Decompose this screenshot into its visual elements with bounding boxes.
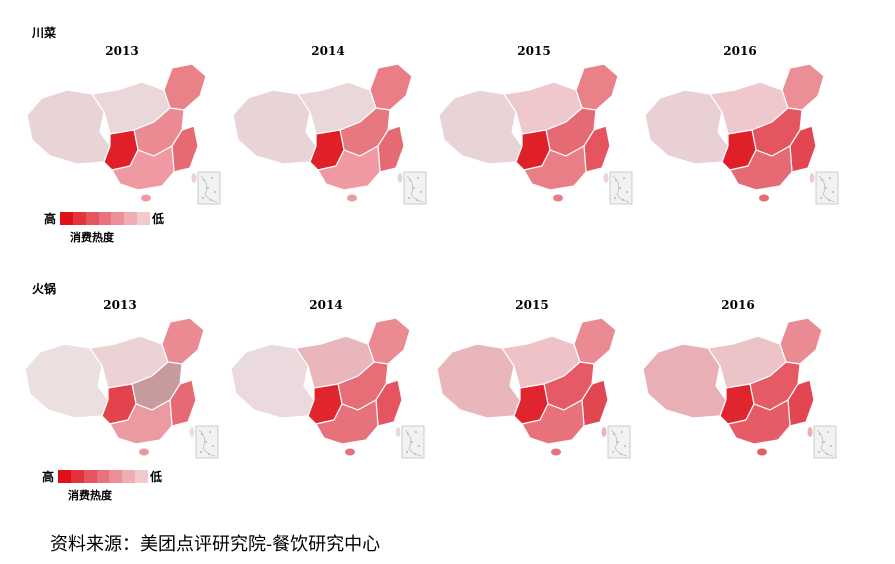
south-china-sea-inset (609, 171, 633, 205)
china-map (436, 317, 631, 459)
south-china-sea-inset (403, 171, 427, 205)
region-hainan (757, 448, 767, 456)
year-label: 2013 (105, 44, 139, 58)
region-hainan (139, 448, 149, 456)
legend-swatch (124, 212, 138, 225)
year-label: 2016 (723, 44, 757, 58)
china-map (642, 317, 837, 459)
legend-low-label: 低 (152, 212, 165, 226)
legend-swatch (111, 212, 125, 225)
section-title: 火锅 (32, 282, 57, 296)
region-taiwan (395, 427, 401, 437)
china-map (26, 63, 221, 205)
region-northeast (781, 63, 825, 111)
south-china-sea-inset (401, 425, 425, 459)
region-west (436, 343, 521, 419)
region-northeast (163, 63, 207, 111)
south-china-sea-inset (607, 425, 631, 459)
legend-swatch (109, 470, 123, 483)
china-map (230, 317, 425, 459)
region-northeast (573, 317, 617, 365)
region-hainan (345, 448, 355, 456)
region-taiwan (809, 173, 815, 183)
year-label: 2016 (721, 298, 755, 312)
region-south (727, 399, 791, 445)
region-taiwan (807, 427, 813, 437)
region-taiwan (603, 173, 609, 183)
region-northeast (367, 317, 411, 365)
region-south (109, 399, 173, 445)
south-china-sea-inset (195, 425, 219, 459)
legend-swatch (137, 212, 151, 225)
region-taiwan (189, 427, 195, 437)
region-south (523, 145, 587, 191)
legend-swatch (96, 470, 110, 483)
legend-swatch (135, 470, 149, 483)
year-label: 2015 (515, 298, 549, 312)
legend-swatch (58, 470, 71, 483)
south-china-sea-inset (815, 171, 839, 205)
china-map (24, 317, 219, 459)
region-south (521, 399, 585, 445)
map-panel: 2014 (228, 44, 428, 214)
region-northeast (779, 317, 823, 365)
legend-swatch (122, 470, 136, 483)
south-china-sea-inset (813, 425, 837, 459)
region-taiwan (397, 173, 403, 183)
year-label: 2013 (103, 298, 137, 312)
china-map (644, 63, 839, 205)
region-west (642, 343, 727, 419)
region-south (317, 145, 381, 191)
map-panel: 2013 (22, 44, 222, 214)
region-hainan (759, 194, 769, 202)
legend-color-scale (58, 470, 149, 483)
china-map (232, 63, 427, 205)
map-panel: 2015 (432, 298, 632, 468)
legend-low-label: 低 (150, 470, 163, 484)
region-taiwan (601, 427, 607, 437)
source-note: 资料来源：美团点评研究院-餐饮研究中心 (50, 534, 381, 555)
map-panel: 2014 (226, 298, 426, 468)
region-west (26, 89, 111, 165)
region-south (729, 145, 793, 191)
legend-color-scale (60, 212, 151, 225)
year-label: 2014 (311, 44, 345, 58)
legend-high-label: 高 (42, 470, 55, 484)
legend-caption: 消费热度 (70, 231, 114, 244)
region-northeast (161, 317, 205, 365)
region-hainan (553, 194, 563, 202)
south-china-sea-inset (197, 171, 221, 205)
legend-swatch (72, 212, 86, 225)
region-south (315, 399, 379, 445)
region-west (438, 89, 523, 165)
region-west (230, 343, 315, 419)
region-northeast (369, 63, 413, 111)
legend-swatch (83, 470, 97, 483)
region-west (24, 343, 109, 419)
region-west (232, 89, 317, 165)
year-label: 2015 (517, 44, 551, 58)
region-south (111, 145, 175, 191)
region-northeast (575, 63, 619, 111)
legend-swatch (98, 212, 112, 225)
section-title: 川菜 (32, 26, 57, 40)
china-map (438, 63, 633, 205)
region-hainan (347, 194, 357, 202)
legend-caption: 消费热度 (68, 489, 112, 502)
legend-swatch (60, 212, 73, 225)
map-panel: 2015 (434, 44, 634, 214)
region-taiwan (191, 173, 197, 183)
year-label: 2014 (309, 298, 343, 312)
region-west (644, 89, 729, 165)
region-hainan (141, 194, 151, 202)
map-panel: 2013 (20, 298, 220, 468)
legend: 高 低 消费热度 (44, 210, 174, 250)
map-panel: 2016 (638, 298, 838, 468)
legend-high-label: 高 (44, 212, 57, 226)
legend-swatch (85, 212, 99, 225)
map-panel: 2016 (640, 44, 840, 214)
region-hainan (551, 448, 561, 456)
legend: 高 低 消费热度 (42, 468, 172, 508)
legend-swatch (70, 470, 84, 483)
